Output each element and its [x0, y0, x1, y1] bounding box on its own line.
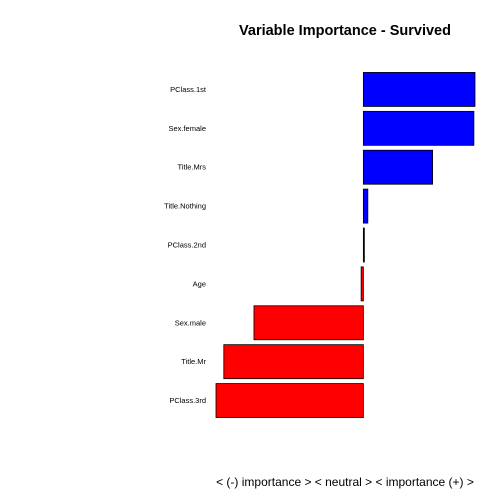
- chart-title: Variable Importance - Survived: [239, 23, 451, 39]
- bars-group: [216, 72, 475, 417]
- bar-sex-female: [363, 111, 474, 145]
- bar-age: [361, 267, 363, 301]
- bar-title-nothing: [363, 189, 367, 223]
- bar-pclass-2nd: [363, 228, 364, 262]
- bar-title-mr: [224, 345, 364, 379]
- bar-pclass-1st: [363, 72, 475, 106]
- category-label-title-nothing: Title.Nothing: [164, 202, 206, 211]
- category-labels: PClass.1st Sex.female Title.Mrs Title.Nothi…: [164, 85, 207, 405]
- category-label-pclass-2nd: PClass.2nd: [168, 241, 206, 250]
- category-label-sex-male: Sex.male: [175, 318, 206, 327]
- category-label-title-mr: Title.Mr: [181, 357, 206, 366]
- category-label-pclass-3rd: PClass.3rd: [169, 396, 206, 405]
- category-label-age: Age: [193, 279, 206, 288]
- x-axis-caption: < (-) importance > < neutral > < importa…: [216, 475, 474, 489]
- bar-pclass-3rd: [216, 384, 363, 418]
- category-label-pclass-1st: PClass.1st: [170, 85, 207, 94]
- bar-title-mrs: [363, 150, 432, 184]
- category-label-sex-female: Sex.female: [168, 124, 206, 133]
- category-label-title-mrs: Title.Mrs: [178, 163, 207, 172]
- bar-sex-male: [254, 306, 363, 340]
